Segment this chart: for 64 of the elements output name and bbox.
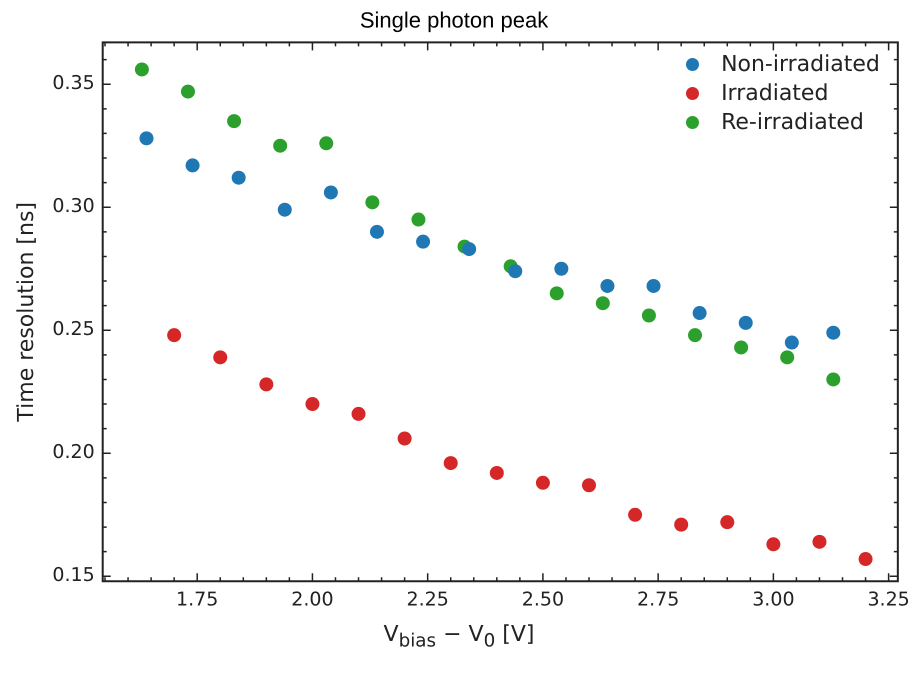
point	[508, 264, 522, 278]
legend-label: Re-irradiated	[721, 109, 864, 138]
point	[826, 326, 840, 340]
point	[462, 242, 476, 256]
point	[536, 476, 550, 490]
point	[692, 306, 707, 320]
y-tick-label: 0.15	[52, 564, 95, 586]
legend-label: Irradiated	[721, 80, 828, 108]
point	[812, 534, 826, 549]
point	[319, 136, 334, 150]
point	[232, 170, 246, 185]
point	[600, 278, 614, 293]
chart-title: Single photon peak	[360, 7, 550, 32]
point	[416, 234, 430, 249]
point	[490, 466, 504, 480]
point	[134, 62, 149, 76]
point	[738, 316, 753, 330]
y-axis-title: Time resolution [ns]	[14, 202, 39, 423]
point	[365, 195, 380, 210]
x-tick-label: 2.00	[291, 588, 334, 611]
x-tick-label: 2.25	[406, 588, 449, 611]
point	[180, 84, 195, 99]
point	[444, 456, 458, 470]
point	[139, 131, 154, 146]
point	[278, 202, 292, 217]
point	[674, 518, 688, 532]
point	[642, 308, 656, 322]
point	[582, 478, 596, 492]
point	[780, 350, 794, 364]
legend-label: Non-irradiated	[721, 51, 880, 80]
point	[213, 350, 228, 364]
point	[186, 158, 200, 172]
point	[411, 212, 426, 227]
point	[596, 296, 610, 310]
point	[324, 185, 338, 200]
point	[720, 515, 734, 530]
point	[554, 262, 568, 276]
point	[370, 224, 384, 239]
point	[259, 377, 274, 392]
x-axis-title: V$_{bias}$ − V$_{0}$ [V]	[382, 622, 536, 652]
point	[273, 138, 288, 153]
point	[398, 432, 412, 446]
point	[305, 397, 320, 412]
point	[550, 286, 564, 300]
x-tick-label: 2.50	[522, 588, 564, 611]
point	[167, 328, 182, 342]
y-tick-label: 0.20	[52, 441, 95, 464]
point	[734, 340, 748, 354]
point	[688, 328, 702, 342]
y-tick-label: 0.35	[52, 72, 95, 94]
point	[784, 336, 799, 350]
y-tick-label: 0.25	[52, 318, 95, 340]
point	[352, 406, 366, 421]
x-tick-label: 2.75	[636, 588, 680, 611]
point	[646, 278, 661, 293]
point	[227, 114, 242, 128]
y-tick-label: 0.30	[52, 195, 95, 218]
point	[628, 508, 642, 522]
x-tick-label: 3.00	[752, 588, 795, 611]
x-tick-label: 1.75	[176, 588, 218, 611]
point	[826, 372, 840, 386]
point	[858, 552, 873, 566]
point	[766, 537, 780, 552]
x-tick-label: 3.25	[867, 588, 910, 611]
